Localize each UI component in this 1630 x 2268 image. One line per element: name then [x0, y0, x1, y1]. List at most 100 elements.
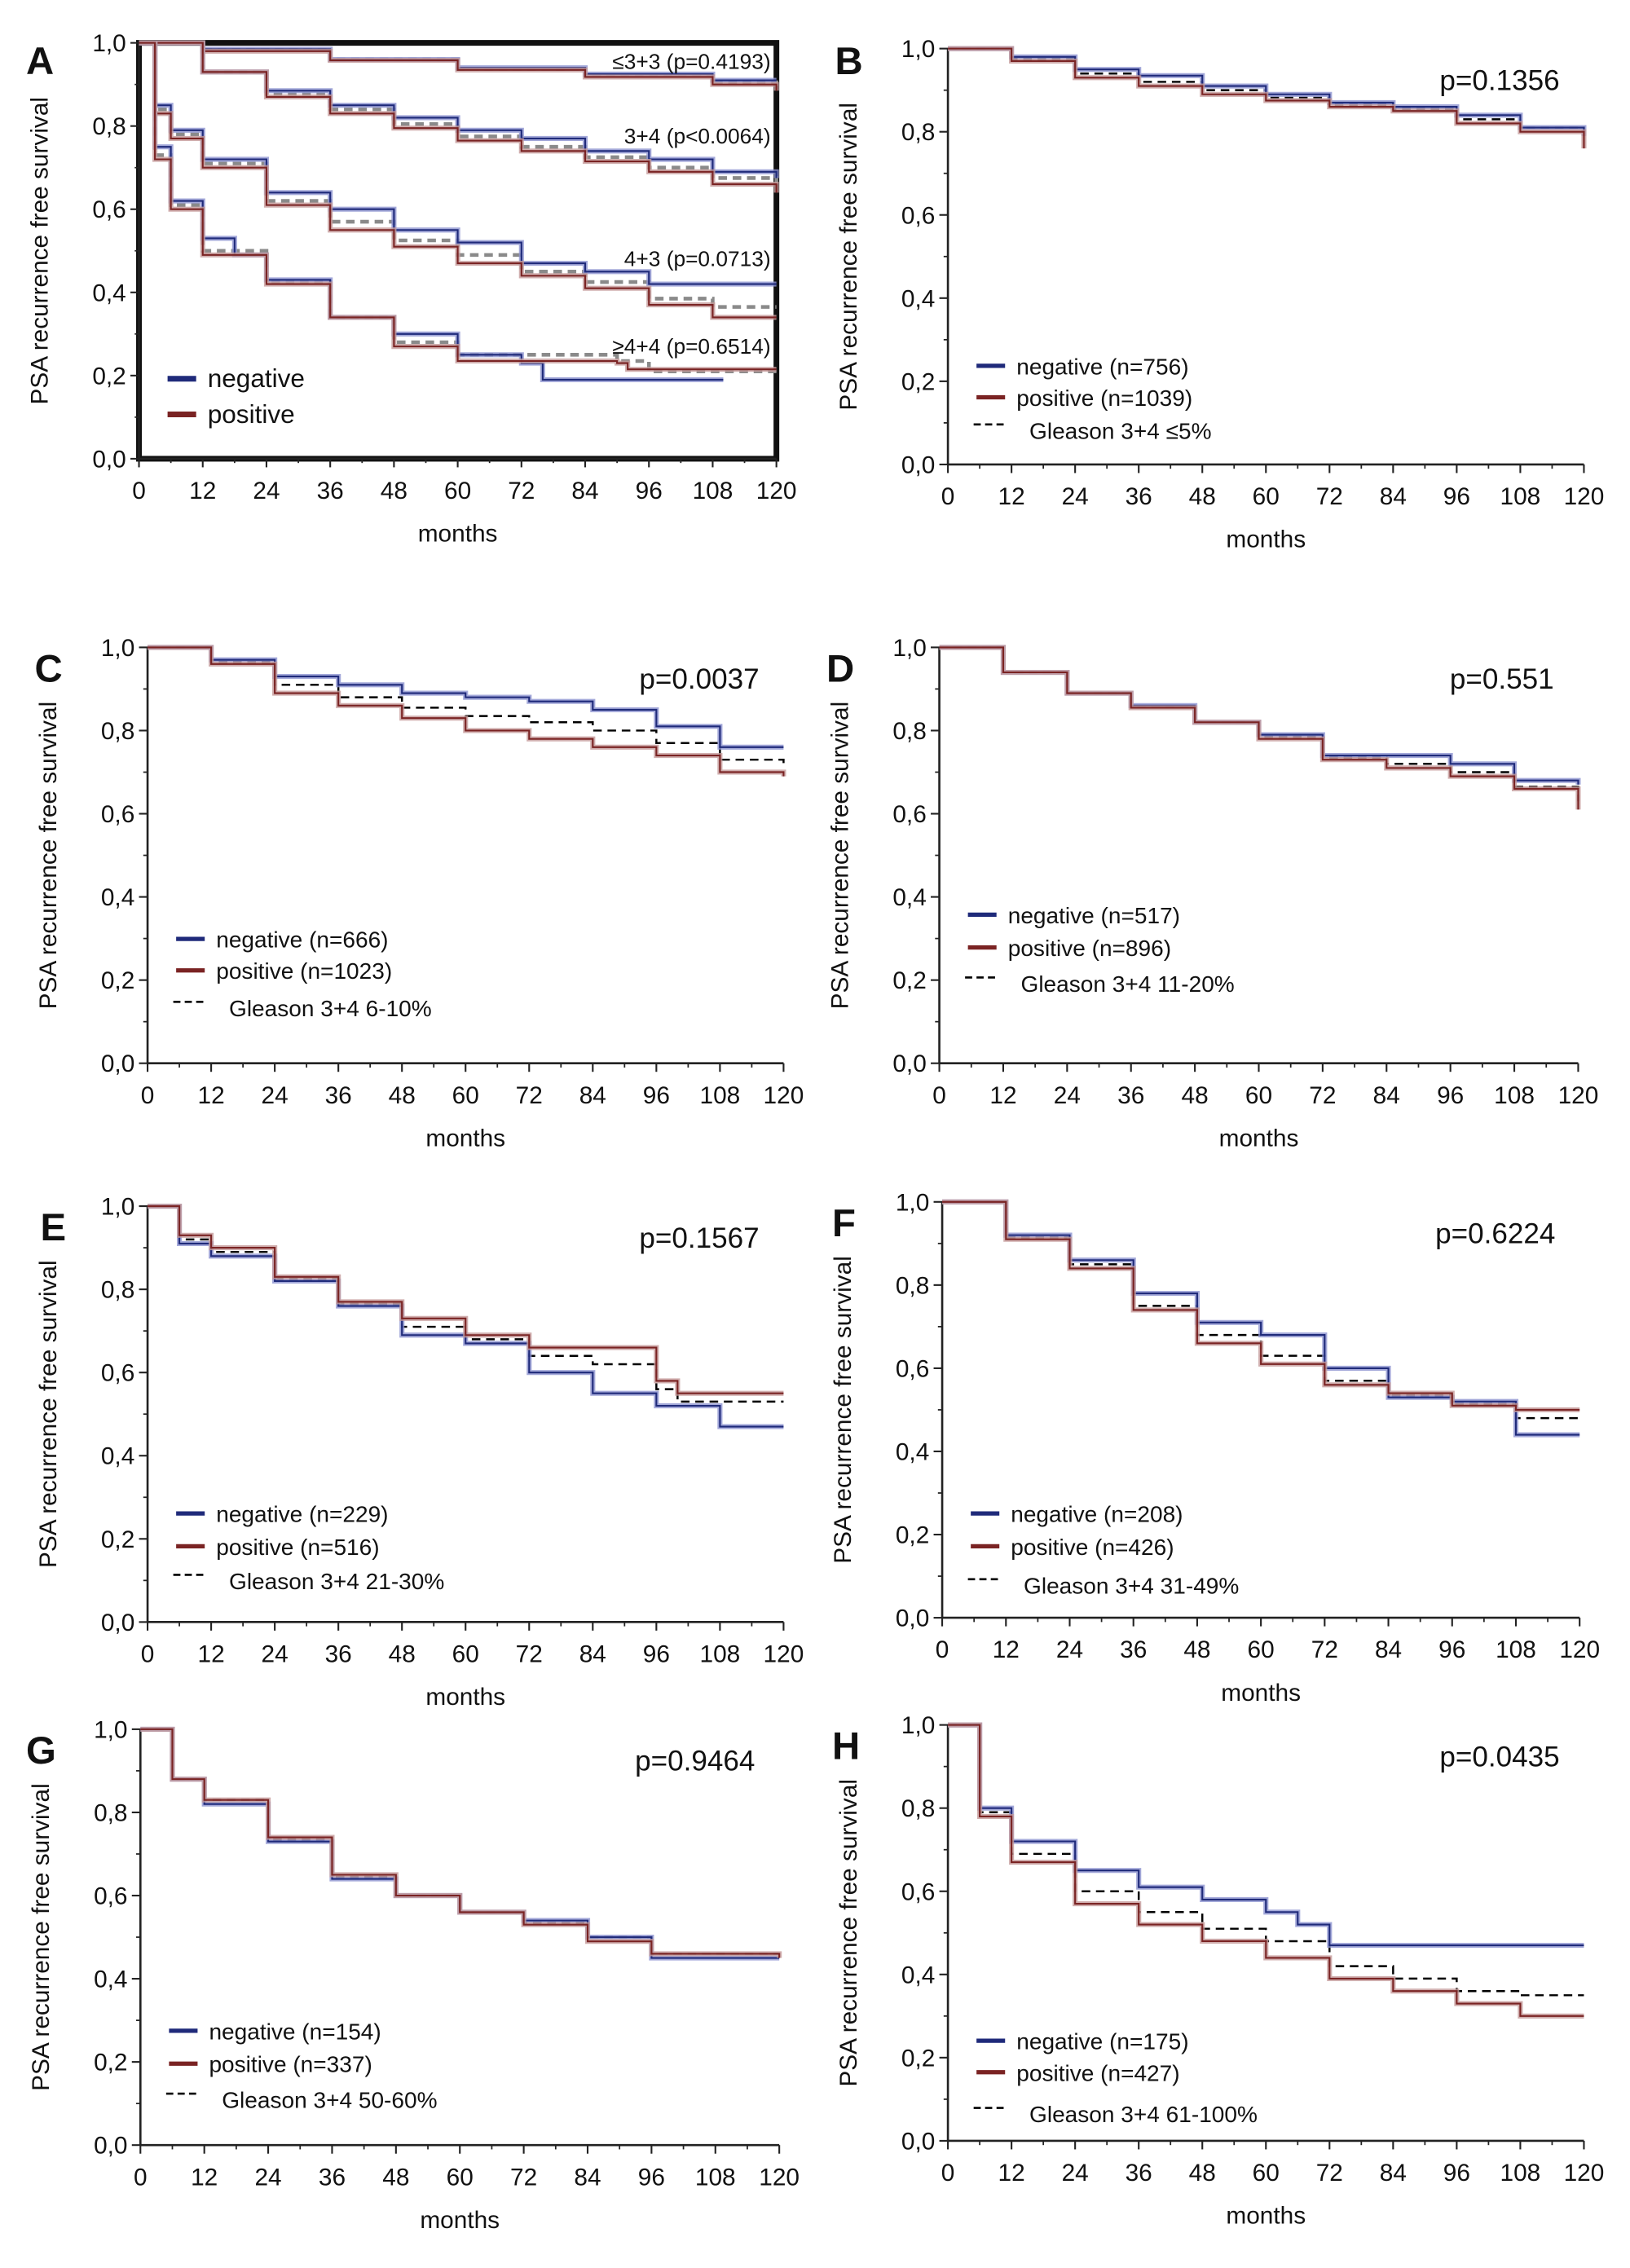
series-positive: [948, 46, 1587, 149]
series-negative: [139, 40, 724, 383]
p-value: p=0.6224: [1435, 1218, 1555, 1250]
x-tick-label: 12: [191, 2164, 218, 2191]
p-value: p=0.1567: [639, 1222, 759, 1254]
x-tick-label: 96: [1443, 483, 1470, 510]
legend-label: positive (n=427): [1016, 2060, 1179, 2085]
panel-D: D 0 12 24 36 48 60 72 84 96 108 120 0,0 0,2 0,4 0,6 0,8 1…: [826, 635, 1598, 1152]
p-value: p=0.551: [1450, 663, 1554, 695]
legend-label: Gleason 3+4 21-30%: [229, 1569, 444, 1594]
legend-label: negative (n=154): [209, 2019, 381, 2044]
x-tick-label: 72: [516, 1640, 543, 1667]
y-tick-label: 0,0: [896, 1605, 929, 1632]
x-tick-label: 84: [579, 1082, 606, 1109]
x-tick-label: 48: [1189, 483, 1216, 510]
p-value: p=0.1356: [1439, 64, 1559, 96]
x-tick-label: 108: [1494, 1082, 1535, 1109]
y-tick-label: 0,4: [901, 285, 935, 312]
y-tick-label: 0,8: [901, 119, 935, 146]
y-tick-label: 0,8: [101, 1277, 134, 1304]
y-tick-label: 0,8: [94, 1799, 127, 1826]
y-tick-label: 0,2: [901, 2045, 935, 2072]
x-tick-label: 84: [574, 2164, 601, 2191]
panel-letter: C: [35, 647, 63, 690]
legend-label: Gleason 3+4 ≤5%: [1029, 418, 1212, 443]
legend-label: Gleason 3+4 11-20%: [1021, 971, 1235, 997]
panel-H: H 0 12 24 36 48 60 72 84 96 108 120 0,0 0,2 0,4 0,6 0,8 1…: [832, 1712, 1604, 2229]
y-tick-label: 0,0: [901, 451, 935, 478]
x-tick-label: 36: [325, 1640, 352, 1667]
x-tick-label: 120: [1564, 2160, 1605, 2187]
x-tick-label: 60: [447, 2164, 474, 2191]
x-tick-label: 60: [444, 478, 471, 504]
panel-C: C 0 12 24 36 48 60 72 84 96 108 120 0,0 0,2 0,4 0,6 0,8 1…: [35, 635, 804, 1152]
x-tick-label: 24: [1056, 1636, 1083, 1663]
x-tick-label: 60: [452, 1640, 479, 1667]
legend-label: Gleason 3+4 31-49%: [1024, 1573, 1239, 1598]
legend: negative (n=208) positive (n=426) Gleason …: [967, 1502, 1239, 1598]
y-tick-label: 0,0: [101, 1050, 134, 1077]
x-tick-label: 120: [759, 2164, 800, 2191]
x-axis-label: months: [1226, 526, 1306, 553]
series-combined: [948, 47, 1585, 140]
legend: negative (n=229) positive (n=516) Gleason …: [173, 1502, 444, 1594]
x-axis-label: months: [1226, 2203, 1306, 2230]
panel-letter: G: [26, 1729, 56, 1773]
y-tick-label: 1,0: [901, 1712, 935, 1739]
x-tick-label: 72: [1316, 2160, 1343, 2187]
y-tick-label: 0,4: [892, 884, 926, 911]
series-positive: [948, 1722, 1584, 2019]
legend-label: positive (n=1023): [216, 958, 392, 984]
legend: negative (n=154) positive (n=337) Gleason …: [165, 2019, 438, 2113]
curve-line: [140, 1728, 781, 1958]
y-axis-label: PSA recurrence free survival: [28, 1783, 55, 2091]
x-tick-label: 60: [1253, 2160, 1280, 2187]
curve-line: [148, 646, 785, 777]
y-tick-label: 1,0: [892, 635, 926, 662]
x-tick-label: 108: [700, 1082, 741, 1109]
y-tick-label: 1,0: [896, 1189, 929, 1216]
x-tick-label: 48: [1182, 1082, 1209, 1109]
x-tick-label: 84: [1373, 1082, 1400, 1109]
p-value: p=0.0435: [1439, 1741, 1559, 1773]
x-tick-label: 24: [262, 1640, 289, 1667]
y-axis-label: PSA recurrence free survival: [35, 1260, 62, 1568]
y-tick-label: 1,0: [94, 1716, 127, 1743]
series-positive: [942, 1199, 1580, 1413]
curve-halo: [139, 40, 724, 383]
x-tick-label: 24: [1062, 2160, 1089, 2187]
y-tick-label: 0,2: [901, 368, 935, 395]
y-tick-label: 0,2: [94, 2050, 127, 2076]
y-tick-label: 0,6: [101, 801, 134, 828]
y-tick-label: 0,0: [901, 2128, 935, 2155]
legend-label: negative (n=229): [216, 1502, 388, 1527]
x-tick-label: 120: [764, 1082, 804, 1109]
panel-G: G 0 12 24 36 48 60 72 84 96 108 120 0,0 0,2 0,4 0,6 0,8 1…: [26, 1716, 800, 2233]
y-tick-label: 0,4: [94, 1966, 127, 1993]
curve-line: [148, 1205, 784, 1394]
legend: negative (n=666) positive (n=1023) Gleason…: [173, 927, 432, 1021]
y-tick-label: 0,8: [896, 1272, 929, 1299]
x-tick-label: 48: [382, 2164, 409, 2191]
curve-halo: [139, 40, 777, 372]
y-tick-label: 1,0: [901, 36, 935, 63]
curve-line: [942, 1200, 1580, 1411]
legend: negative (n=517) positive (n=896) Gleason …: [965, 903, 1235, 997]
y-tick-label: 0,6: [892, 801, 926, 828]
x-tick-label: 24: [262, 1082, 289, 1109]
x-tick-label: 108: [1500, 2160, 1541, 2187]
y-tick-label: 0,6: [901, 202, 935, 229]
series-positive: [139, 40, 777, 372]
x-tick-label: 0: [941, 483, 955, 510]
curve-line: [948, 1724, 1584, 1947]
x-tick-label: 0: [134, 2164, 148, 2191]
legend-label: Gleason 3+4 6-10%: [229, 996, 432, 1021]
panel-B: B 0 12 24 36 48 60 72 84 96 108 120 0,0 0,2 0,4 0,6 0,8 1…: [835, 36, 1605, 553]
x-tick-label: 96: [643, 1640, 670, 1667]
legend-label: Gleason 3+4 61-100%: [1029, 2102, 1258, 2127]
group-annotation: ≤3+3 (p=0.4193): [612, 49, 770, 73]
series-combined: [139, 41, 777, 374]
y-tick-label: 0,4: [92, 280, 126, 306]
x-axis-label: months: [1221, 1680, 1301, 1707]
x-tick-label: 72: [510, 2164, 537, 2191]
x-tick-label: 72: [508, 478, 535, 504]
